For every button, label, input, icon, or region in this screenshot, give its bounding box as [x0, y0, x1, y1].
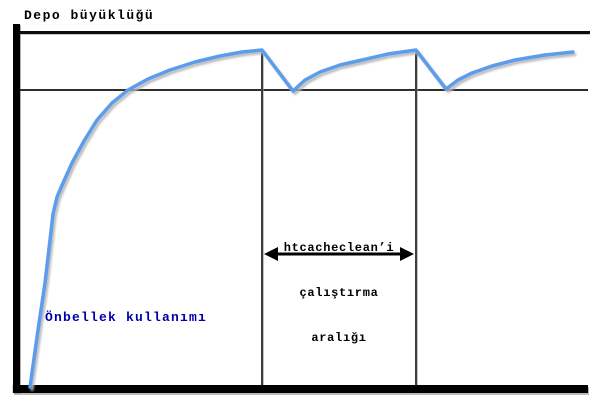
cleanup-run-line-2	[415, 50, 417, 385]
y-axis	[13, 24, 20, 393]
interval-label: htcacheclean’i çalıştırma aralığı	[244, 211, 434, 376]
storage-size-line	[20, 31, 590, 34]
interval-label-line-2: çalıştırma	[299, 286, 379, 300]
cleanup-run-line-1	[261, 50, 263, 385]
cache-usage-curve	[28, 48, 575, 389]
interval-label-line-3: aralığı	[311, 331, 367, 345]
storage-size-label: Depo büyüklüğü	[24, 8, 155, 23]
cache-usage-curve-shadow	[30, 51, 577, 391]
cache-limit-line	[20, 89, 588, 91]
x-axis	[13, 385, 588, 393]
interval-label-line-1: htcacheclean’i	[283, 241, 395, 255]
interval-arrow-right-head	[400, 247, 414, 261]
cache-usage-label: Önbellek kullanımı	[45, 310, 208, 325]
interval-arrow-left-head	[264, 247, 278, 261]
